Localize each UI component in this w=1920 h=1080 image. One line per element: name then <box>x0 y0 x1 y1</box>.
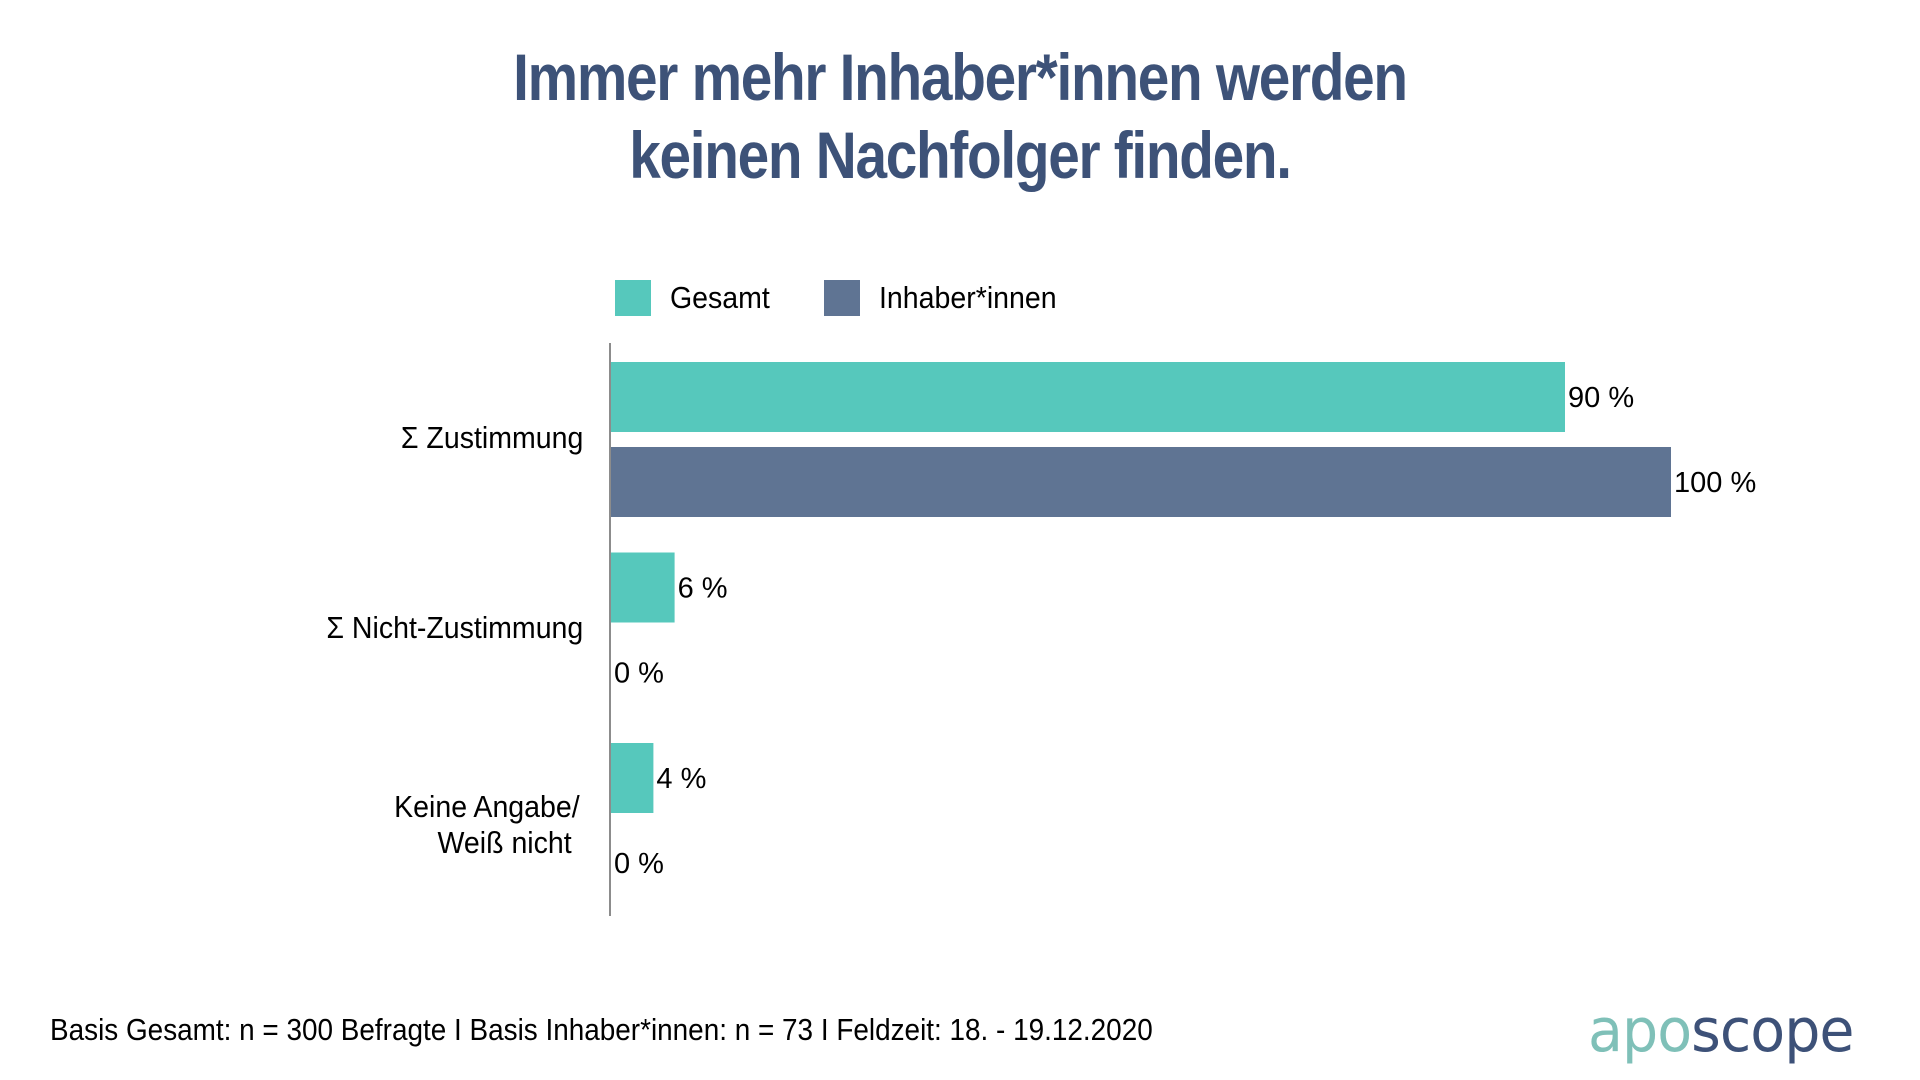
category-label-2: Keine Angabe/Weiß nicht <box>378 789 580 861</box>
category-label-line: Keine Angabe/ <box>394 788 580 824</box>
category-label-line: Weiß nicht <box>437 824 572 860</box>
legend-swatch-inhaber <box>823 280 860 316</box>
bar-gesamt-2 <box>611 743 654 813</box>
bar-gesamt-0 <box>611 362 1565 432</box>
value-label-gesamt-2: 4 % <box>656 763 706 795</box>
value-label-inhaber-1: 0 % <box>614 658 664 690</box>
legend-label-inhaber: Inhaber*innen <box>878 280 1057 315</box>
bar-inhaber-0 <box>611 447 1671 517</box>
value-label-inhaber-0: 100 % <box>1674 467 1756 499</box>
legend-item-inhaber: Inhaber*innen <box>823 280 1072 316</box>
footer-note: Basis Gesamt: n = 300 Befragte I Basis I… <box>50 1012 1153 1047</box>
value-label-inhaber-2: 0 % <box>614 848 664 880</box>
title-line-1: Immer mehr Inhaber*innen werden <box>513 40 1408 114</box>
value-label-gesamt-0: 90 % <box>1568 382 1634 414</box>
category-label-line: Σ Nicht-Zustimmung <box>326 610 583 645</box>
category-label-0: Σ Zustimmung <box>385 420 583 456</box>
category-label-1: Σ Nicht-Zustimmung <box>304 610 583 646</box>
legend-item-gesamt: Gesamt <box>615 280 779 316</box>
aposcope-logo: aposcope <box>1588 996 1855 1066</box>
value-label-gesamt-1: 6 % <box>678 573 728 605</box>
logo-apo: apo <box>1588 996 1692 1066</box>
chart-title: Immer mehr Inhaber*innen werden keinen N… <box>0 38 1920 194</box>
legend-label-gesamt: Gesamt <box>670 280 770 315</box>
legend: Gesamt Inhaber*innen <box>615 280 1117 316</box>
legend-swatch-gesamt <box>615 280 651 316</box>
category-label-line: Σ Zustimmung <box>400 419 583 455</box>
bar-gesamt-1 <box>611 552 675 623</box>
logo-scope: scope <box>1691 996 1854 1066</box>
title-line-2: keinen Nachfolger finden. <box>629 118 1292 192</box>
